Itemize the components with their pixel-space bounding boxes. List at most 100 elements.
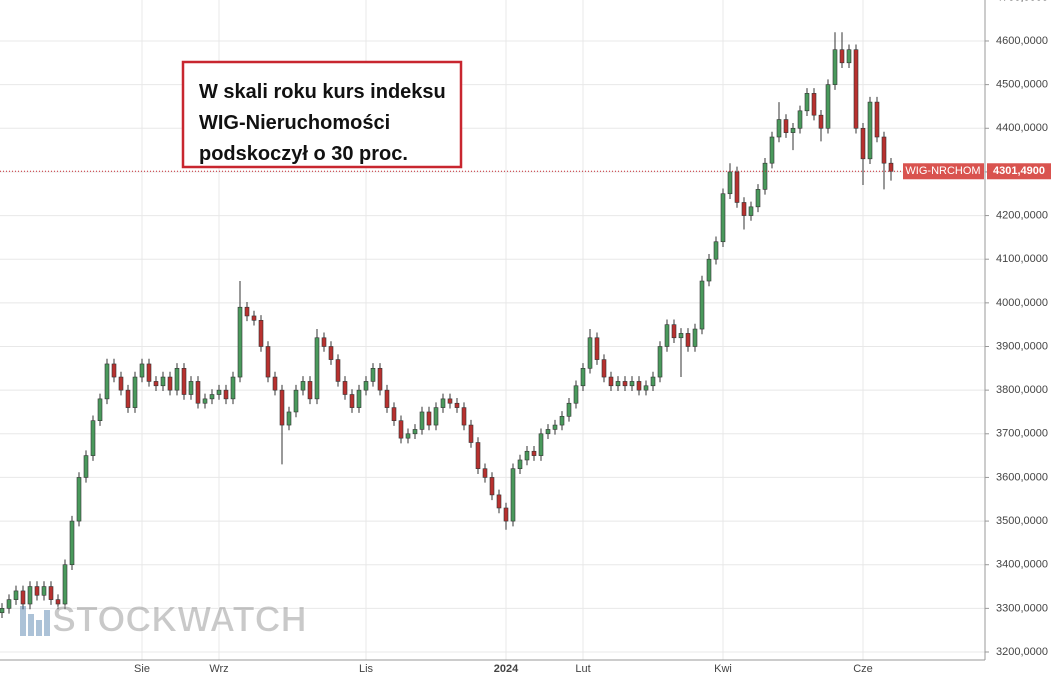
watermark-icon <box>36 620 42 636</box>
annotation-line: podskoczył o 30 proc. <box>199 143 408 165</box>
candle-body <box>468 424 474 443</box>
candle-body <box>48 586 54 600</box>
y-tick-label: 3500,0000 <box>996 515 1048 527</box>
candle-body <box>209 394 215 400</box>
candle-body <box>524 450 530 461</box>
candle-body <box>503 507 509 522</box>
candle-body <box>223 389 229 400</box>
candle-body <box>804 93 810 112</box>
candle-body <box>321 337 327 347</box>
candle-body <box>622 381 628 387</box>
candle-body <box>111 363 117 378</box>
candle-body <box>391 407 397 421</box>
x-tick-label: Kwi <box>714 663 732 675</box>
candle-body <box>300 381 306 391</box>
candle-body <box>580 368 586 387</box>
candle-body <box>545 429 551 435</box>
x-tick-label: Lis <box>359 663 374 675</box>
y-tick-label: 3200,0000 <box>996 646 1048 658</box>
candle-body <box>433 407 439 426</box>
candle-body <box>538 433 544 456</box>
candle-body <box>384 389 390 408</box>
series-tag-label: WIG-NRCHOM <box>905 165 980 177</box>
candle-body <box>860 127 866 160</box>
candle-body <box>762 162 768 190</box>
y-tick-label: 4200,0000 <box>996 209 1048 221</box>
candle-body <box>769 136 775 164</box>
y-tick-label: 4700,0000 <box>996 0 1048 3</box>
candle-body <box>265 346 271 378</box>
candle-body <box>188 381 194 395</box>
candle-body <box>601 359 607 378</box>
candle-body <box>160 376 166 387</box>
candle-body <box>629 381 635 387</box>
candle-body <box>566 402 572 417</box>
candle-body <box>76 477 82 522</box>
candle-body <box>461 407 467 426</box>
candle-body <box>293 389 299 413</box>
candle-body <box>657 346 663 378</box>
candle-body <box>776 119 782 138</box>
annotation-line: WIG-Nieruchomości <box>199 112 390 134</box>
x-tick-label: 2024 <box>494 663 519 675</box>
candle-body <box>363 381 369 391</box>
candle-body <box>587 337 593 369</box>
candle-body <box>650 376 656 387</box>
candle-body <box>146 363 152 382</box>
candle-body <box>216 389 222 395</box>
y-tick-label: 3700,0000 <box>996 428 1048 440</box>
candle-body <box>720 193 726 243</box>
x-tick-label: Wrz <box>209 663 228 675</box>
candle-body <box>237 306 243 378</box>
candle-body <box>734 171 740 203</box>
candle-body <box>454 402 460 408</box>
candle-body <box>727 171 733 195</box>
candle-body <box>419 411 425 430</box>
watermark-icon <box>28 614 34 636</box>
candle-body <box>664 324 670 347</box>
x-tick-label: Sie <box>134 663 150 675</box>
candle-body <box>104 363 110 400</box>
candle-body <box>594 337 600 360</box>
candle-body <box>692 328 698 347</box>
candle-body <box>671 324 677 339</box>
candle-body <box>741 202 747 216</box>
candle-body <box>258 320 264 347</box>
y-tick-label: 3300,0000 <box>996 602 1048 614</box>
y-tick-label: 3800,0000 <box>996 384 1048 396</box>
candle-body <box>13 590 19 600</box>
candle-body <box>706 258 712 282</box>
candle-body <box>783 119 789 133</box>
candle-body <box>426 411 432 426</box>
candle-body <box>167 376 173 391</box>
y-tick-label: 4100,0000 <box>996 253 1048 265</box>
candle-body <box>636 381 642 391</box>
candle-body <box>181 368 187 395</box>
candle-body <box>55 599 61 605</box>
candle-body <box>699 280 705 330</box>
watermark-icon <box>44 610 50 636</box>
candle-body <box>125 389 131 408</box>
candle-body <box>440 398 446 408</box>
candle-body <box>20 590 26 605</box>
candle-body <box>356 389 362 408</box>
candle-body <box>335 359 341 382</box>
candle-body <box>867 101 873 160</box>
candle-body <box>41 586 47 596</box>
annotation-box <box>181 60 463 169</box>
candle-body <box>811 93 817 116</box>
candle-body <box>307 381 313 400</box>
candle-body <box>349 394 355 408</box>
candle-body <box>496 494 502 509</box>
annotation-line: W skali roku kurs indeksu <box>199 81 446 103</box>
candle-body <box>279 389 285 426</box>
watermark-icon <box>20 606 26 636</box>
candle-body <box>643 385 649 391</box>
candle-body <box>874 101 880 138</box>
candle-body <box>881 136 887 164</box>
watermark: STOCKWATCH <box>20 598 307 640</box>
candle-body <box>608 376 614 387</box>
y-tick-label: 4600,0000 <box>996 35 1048 47</box>
